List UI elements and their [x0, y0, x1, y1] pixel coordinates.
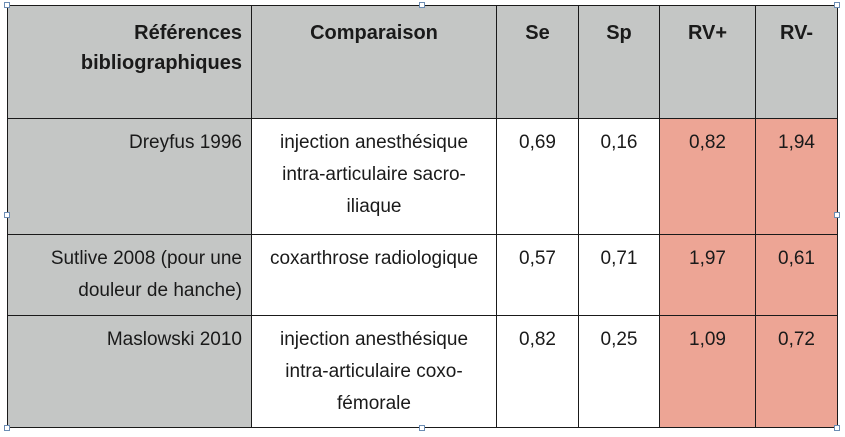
cell-se: 0,82 [496, 315, 579, 428]
cell-se: 0,69 [496, 118, 579, 235]
cell-comparaison: coxarthrose radiologique [251, 234, 497, 316]
cell-rv-plus: 1,97 [659, 234, 756, 316]
header-rv-plus: RV+ [659, 5, 756, 119]
table-header-row: Références bibliographiques Comparaison … [7, 5, 838, 119]
header-se: Se [496, 5, 579, 119]
header-references: Références bibliographiques [7, 5, 252, 119]
cell-reference: Dreyfus 1996 [7, 118, 252, 235]
cell-sp: 0,71 [578, 234, 660, 316]
cell-sp: 0,25 [578, 315, 660, 428]
comparison-table: Références bibliographiques Comparaison … [7, 5, 838, 428]
cell-reference: Maslowski 2010 [7, 315, 252, 428]
cell-rv-minus: 1,94 [755, 118, 838, 235]
header-rv-minus: RV- [755, 5, 838, 119]
cell-sp: 0,16 [578, 118, 660, 235]
cell-rv-minus: 0,72 [755, 315, 838, 428]
table-row: Sutlive 2008 (pour une douleur de hanche… [7, 234, 838, 316]
cell-comparaison: injection anesthésique intra-articulaire… [251, 315, 497, 428]
resize-handle-bottom-center[interactable] [419, 425, 425, 431]
cell-se: 0,57 [496, 234, 579, 316]
resize-handle-bottom-right[interactable] [834, 425, 840, 431]
cell-reference: Sutlive 2008 (pour une douleur de hanche… [7, 234, 252, 316]
header-comparaison: Comparaison [251, 5, 497, 119]
resize-handle-top-center[interactable] [419, 2, 425, 8]
cell-comparaison: injection anesthésique intra-articulaire… [251, 118, 497, 235]
header-sp: Sp [578, 5, 660, 119]
resize-handle-bottom-left[interactable] [4, 425, 10, 431]
resize-handle-top-left[interactable] [4, 2, 10, 8]
table-row: Maslowski 2010 injection anesthésique in… [7, 315, 838, 428]
cell-rv-plus: 1,09 [659, 315, 756, 428]
table-row: Dreyfus 1996 injection anesthésique intr… [7, 118, 838, 235]
resize-handle-top-right[interactable] [834, 2, 840, 8]
resize-handle-middle-left[interactable] [4, 212, 10, 218]
resize-handle-middle-right[interactable] [834, 212, 840, 218]
cell-rv-plus: 0,82 [659, 118, 756, 235]
cell-rv-minus: 0,61 [755, 234, 838, 316]
